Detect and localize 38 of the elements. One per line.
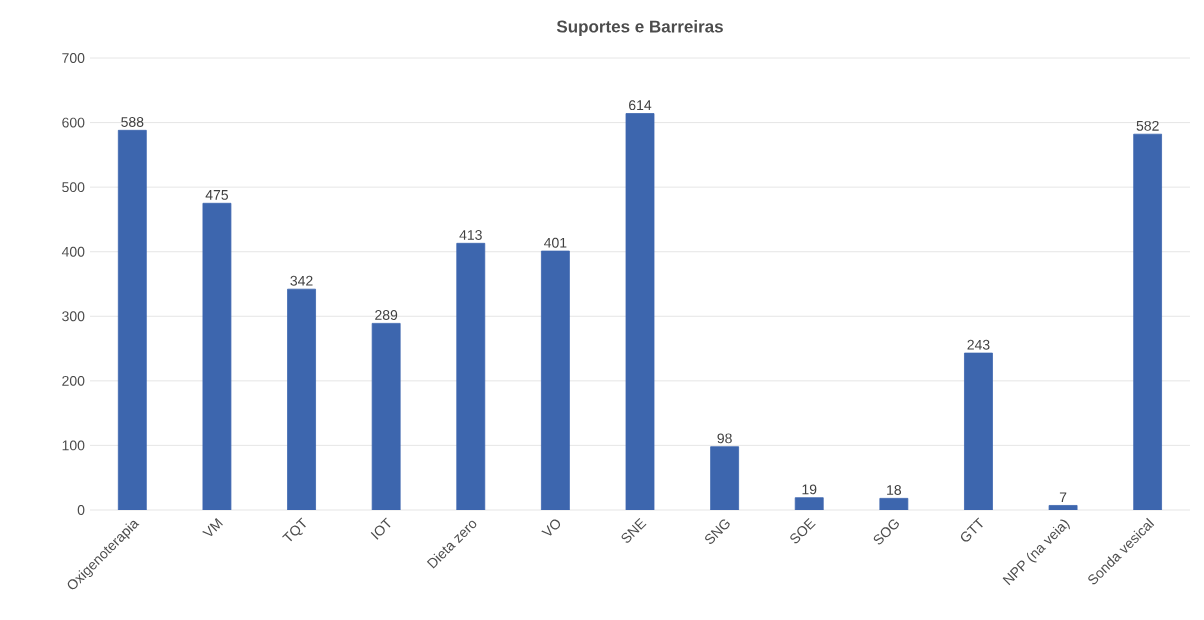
bar [117,129,147,510]
bar [202,202,232,510]
bar [794,497,824,510]
bar [540,250,570,510]
y-tick-label: 700 [62,53,85,63]
x-tick-label: IOT [370,517,391,540]
data-label: 19 [802,484,817,495]
data-label: 413 [459,230,482,240]
data-label: 18 [887,485,902,495]
y-tick-label: 100 [62,440,85,451]
bar [964,352,993,510]
bar [287,288,316,510]
data-label: 401 [544,237,567,248]
y-tick-label: 0 [77,505,85,515]
data-label: 7 [1059,492,1067,503]
x-tick-label: VM [202,517,223,536]
y-tick-label: 500 [62,182,85,193]
bar [1048,505,1078,510]
data-label: 342 [290,275,313,286]
bar [456,242,486,510]
data-label: 243 [967,339,990,350]
data-label: 588 [121,117,144,127]
data-label: 614 [629,100,652,111]
y-tick-label: 200 [62,375,85,386]
y-tick-label: 600 [62,117,85,128]
x-tick-label: VO [541,519,561,536]
y-tick-label: 400 [61,246,85,257]
data-label: 582 [1136,120,1159,131]
bar [879,497,909,510]
y-tick-label: 300 [62,311,85,322]
bar [1133,133,1163,510]
bar [625,113,655,510]
bar [371,322,401,510]
chart-title: Suportes e Barreiras [556,20,723,36]
data-label: 475 [205,190,229,200]
data-label: 98 [717,433,732,444]
data-label: 289 [375,310,398,320]
bar [710,446,740,510]
